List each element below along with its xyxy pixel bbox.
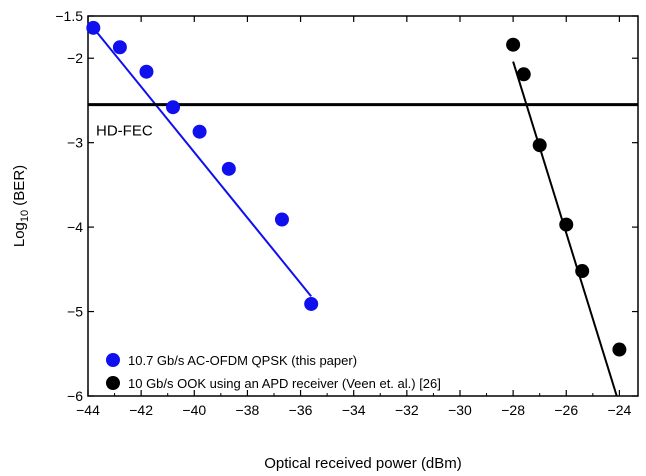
y-tick-label: −2 <box>67 50 83 66</box>
data-points <box>86 20 627 357</box>
x-tick-label: −24 <box>608 402 632 418</box>
data-point <box>532 138 547 153</box>
y-axis-title: Log10 (BER) <box>11 165 31 247</box>
plot-area <box>87 15 639 397</box>
y-axis-ticks: −1.5 −2 −3 −4 −5 −6 <box>55 8 638 404</box>
data-point <box>516 67 531 82</box>
x-tick-label: −34 <box>342 402 366 418</box>
x-tick-label: −38 <box>236 402 260 418</box>
fit-line <box>92 27 312 297</box>
legend: 10.7 Gb/s AC-OFDM QPSK (this paper) 10 Gb… <box>106 353 441 391</box>
data-point <box>166 100 181 115</box>
x-tick-label: −32 <box>395 402 419 418</box>
data-point <box>559 217 574 232</box>
legend-marker <box>106 353 120 367</box>
y-tick-label: −3 <box>67 135 83 151</box>
legend-label: 10 Gb/s OOK using an APD receiver (Veen … <box>128 376 441 391</box>
legend-label: 10.7 Gb/s AC-OFDM QPSK (this paper) <box>128 353 357 368</box>
hd-fec-label: HD-FEC <box>96 123 153 140</box>
x-tick-label: −26 <box>554 402 578 418</box>
plot-frame <box>87 15 639 397</box>
data-point <box>112 40 127 55</box>
data-point <box>192 124 207 139</box>
data-point <box>506 37 521 52</box>
x-tick-label: −28 <box>501 402 525 418</box>
data-point <box>304 296 319 311</box>
data-point <box>139 64 154 79</box>
x-tick-label: −42 <box>129 402 153 418</box>
x-tick-label: −40 <box>182 402 206 418</box>
legend-marker <box>106 376 120 390</box>
y-axis-title-main: Log <box>11 222 28 247</box>
x-tick-label: −44 <box>76 402 100 418</box>
y-tick-label: −5 <box>67 304 83 320</box>
data-point <box>274 212 289 227</box>
y-tick-label: −4 <box>67 219 83 235</box>
data-point <box>575 264 590 279</box>
data-point <box>86 20 101 35</box>
y-tick-label: −1.5 <box>55 8 83 24</box>
x-axis-title: Optical received power (dBm) <box>264 455 462 472</box>
y-axis-title-subscript: 10 <box>19 210 31 222</box>
y-tick-label: −6 <box>67 388 83 404</box>
fit-lines <box>92 27 618 397</box>
x-axis-ticks: −44 −42 −40 −38 −36 −34 −32 −30 −28 −26 −24 <box>76 16 631 418</box>
data-point <box>612 342 627 357</box>
x-tick-label: −30 <box>448 402 472 418</box>
data-point <box>221 161 236 176</box>
x-tick-label: −36 <box>289 402 313 418</box>
y-axis-title-rest: (BER) <box>11 165 28 210</box>
